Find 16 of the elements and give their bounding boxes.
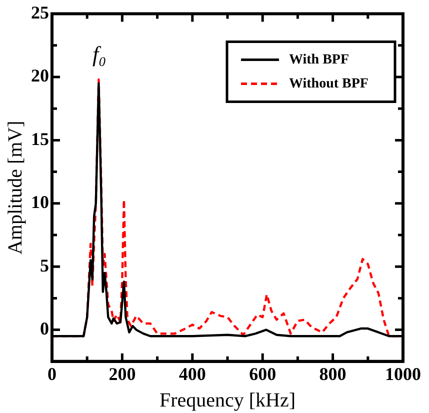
y-tick-label: 5 [40, 255, 49, 276]
y-tick-label: 15 [31, 128, 49, 149]
y-tick-label: 20 [31, 66, 49, 86]
annotation: f₀ [92, 42, 106, 67]
y-tick-label: 10 [31, 192, 49, 212]
y-tick-label: 0 [40, 318, 49, 338]
x-tick-label: 800 [319, 364, 346, 384]
legend-label: Without BPF [289, 76, 368, 92]
x-tick-label: 600 [249, 364, 276, 384]
legend-label: With BPF [289, 52, 350, 68]
x-tick-label: 200 [108, 364, 136, 384]
x-tick-label: 1000 [385, 364, 421, 384]
y-axis-title: Amplitude [mV] [4, 120, 26, 255]
x-tick-label: 400 [178, 364, 206, 384]
x-axis-title: Frequency [kHz] [159, 389, 296, 412]
y-tick-label: 25 [31, 2, 49, 22]
